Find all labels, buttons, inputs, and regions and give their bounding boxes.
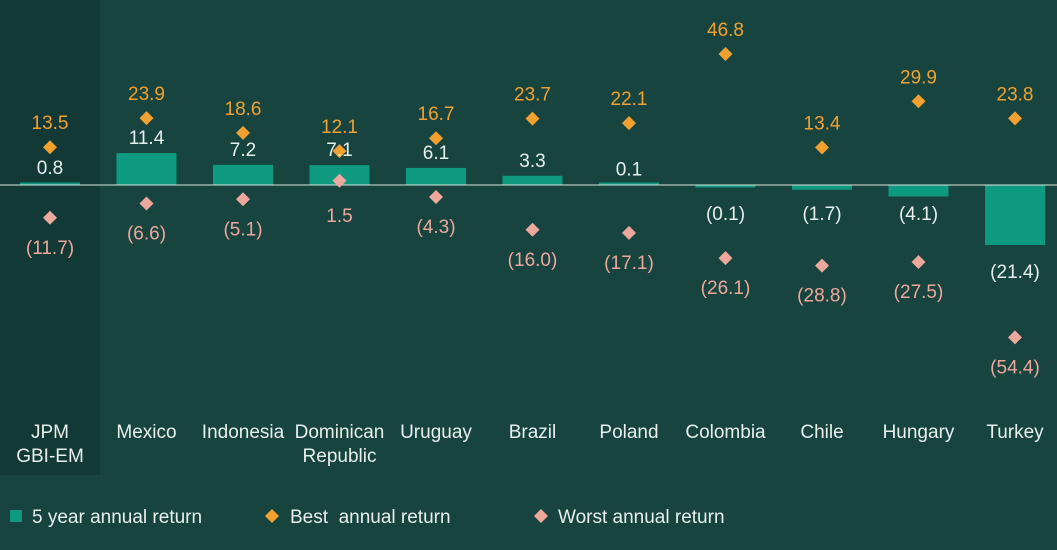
best-marker-poland bbox=[622, 116, 636, 131]
best-marker-hungary bbox=[911, 94, 926, 109]
legend-swatch-worst bbox=[534, 509, 548, 523]
best-label-hungary: 29.9 bbox=[900, 67, 937, 88]
worst-label-uruguay: (4.3) bbox=[416, 217, 455, 238]
legend-item-five-year: 5 year annual return bbox=[10, 507, 202, 528]
category-label-turkey: Turkey bbox=[986, 422, 1044, 443]
bar-mexico bbox=[116, 153, 177, 185]
best-label-poland: 22.1 bbox=[611, 89, 648, 110]
worst-marker-poland bbox=[622, 225, 636, 240]
category-label-uruguay: Uruguay bbox=[400, 422, 472, 443]
bar-turkey bbox=[985, 185, 1045, 245]
legend-swatch-bar bbox=[10, 510, 22, 522]
category-labels: JPM GBI-EM Mexico Indonesia Dominican Republi… bbox=[16, 422, 1044, 467]
bar-label-brazil: 3.3 bbox=[519, 151, 545, 172]
bar-poland bbox=[599, 182, 659, 185]
best-label-mexico: 23.9 bbox=[128, 84, 165, 105]
category-label-mexico: Mexico bbox=[116, 422, 176, 443]
worst-marker-jpm-gbi-em bbox=[43, 210, 57, 225]
worst-label-jpm-gbi-em: (11.7) bbox=[26, 238, 74, 259]
category-label-colombia: Colombia bbox=[685, 422, 766, 443]
legend-label-worst: Worst annual return bbox=[558, 507, 725, 528]
category-label-poland: Poland bbox=[599, 422, 658, 443]
worst-label-colombia: (26.1) bbox=[701, 278, 751, 299]
category-label-dominican-republic: Dominican Republic bbox=[295, 422, 385, 467]
best-marker-colombia bbox=[718, 46, 733, 61]
best-label-dominican-republic: 12.1 bbox=[321, 117, 358, 138]
legend-swatch-best bbox=[265, 509, 279, 523]
bar-label-colombia: (0.1) bbox=[706, 204, 745, 225]
bar-indonesia bbox=[213, 164, 273, 185]
best-marker-uruguay bbox=[429, 131, 443, 146]
worst-marker-hungary bbox=[911, 255, 926, 269]
bar-series bbox=[20, 153, 1045, 245]
best-marker-brazil bbox=[525, 111, 540, 126]
legend-item-best: Best annual return bbox=[265, 507, 451, 528]
best-marker-turkey bbox=[1008, 111, 1022, 126]
category-label-brazil: Brazil bbox=[509, 422, 557, 443]
worst-marker-chile bbox=[815, 258, 829, 273]
bar-hungary bbox=[888, 185, 949, 197]
best-marker-chile bbox=[815, 140, 829, 155]
bar-label-poland: 0.1 bbox=[616, 160, 642, 181]
category-label-indonesia: Indonesia bbox=[202, 422, 285, 443]
worst-marker-colombia bbox=[718, 251, 733, 266]
worst-marker-mexico bbox=[139, 196, 154, 211]
worst-label-indonesia: (5.1) bbox=[223, 219, 262, 240]
bar-jpm-gbi-em bbox=[20, 182, 80, 185]
worst-marker-indonesia bbox=[236, 192, 250, 207]
category-label-jpm-gbi-em: JPM GBI-EM bbox=[16, 422, 84, 467]
legend: 5 year annual return Best annual return … bbox=[10, 507, 725, 528]
best-marker-dominican-republic bbox=[332, 144, 347, 159]
best-label-jpm-gbi-em: 13.5 bbox=[32, 113, 69, 134]
legend-label-five-year: 5 year annual return bbox=[32, 507, 202, 528]
bar-label-jpm-gbi-em: 0.8 bbox=[37, 158, 63, 179]
worst-label-dominican-republic: 1.5 bbox=[326, 206, 352, 227]
worst-label-brazil: (16.0) bbox=[508, 250, 558, 271]
best-label-turkey: 23.8 bbox=[997, 84, 1034, 105]
best-label-colombia: 46.8 bbox=[707, 20, 744, 41]
best-marker-indonesia bbox=[236, 125, 250, 140]
best-marker-jpm-gbi-em bbox=[43, 140, 57, 155]
worst-label-chile: (28.8) bbox=[797, 286, 847, 307]
marker-series bbox=[43, 46, 1022, 345]
best-label-uruguay: 16.7 bbox=[418, 104, 455, 125]
bar-label-dominican-republic: 7.1 bbox=[326, 140, 352, 161]
bar-brazil bbox=[502, 175, 563, 185]
category-label-chile: Chile bbox=[800, 422, 843, 443]
worst-marker-brazil bbox=[525, 222, 540, 237]
best-marker-mexico bbox=[139, 111, 154, 126]
bar-label-mexico: 11.4 bbox=[129, 128, 165, 149]
bar-label-turkey: (21.4) bbox=[990, 262, 1040, 283]
legend-label-best: Best annual return bbox=[290, 507, 451, 528]
bar-colombia bbox=[695, 185, 756, 188]
best-label-indonesia: 18.6 bbox=[225, 99, 262, 120]
bar-label-hungary: (4.1) bbox=[899, 204, 938, 225]
worst-marker-dominican-republic bbox=[332, 173, 347, 188]
bar-chile bbox=[792, 185, 852, 190]
bar-uruguay bbox=[406, 167, 466, 185]
bar-label-uruguay: 6.1 bbox=[423, 143, 449, 164]
worst-label-turkey: (54.4) bbox=[990, 357, 1040, 378]
worst-label-mexico: (6.6) bbox=[127, 223, 166, 244]
best-label-brazil: 23.7 bbox=[514, 85, 551, 106]
bar-label-chile: (1.7) bbox=[802, 204, 841, 225]
worst-label-poland: (17.1) bbox=[604, 253, 654, 274]
highlight-band-jpm bbox=[0, 0, 100, 475]
data-labels: 0.8 13.5 (11.7) 11.4 23.9 (6.6) 7.2 18.6 (5.1) 7.… bbox=[26, 20, 1040, 378]
category-label-hungary: Hungary bbox=[883, 422, 955, 443]
worst-label-hungary: (27.5) bbox=[894, 282, 944, 303]
best-label-chile: 13.4 bbox=[804, 113, 841, 134]
worst-marker-uruguay bbox=[429, 190, 443, 205]
legend-item-worst: Worst annual return bbox=[534, 507, 725, 528]
bar-label-indonesia: 7.2 bbox=[230, 140, 256, 161]
worst-marker-turkey bbox=[1008, 330, 1022, 345]
